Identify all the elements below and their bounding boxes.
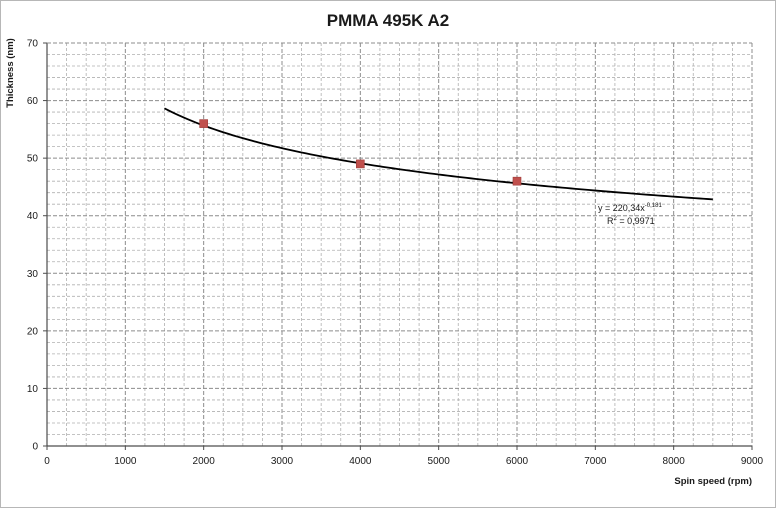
y-tick-label: 50: [27, 154, 39, 165]
equation-line: y = 220,34x-0,181: [598, 203, 662, 213]
x-tick-label: 6000: [506, 456, 529, 467]
x-axis-label: Spin speed (rpm): [674, 476, 752, 487]
x-tick-label: 9000: [741, 456, 764, 467]
grid-lines: [47, 43, 752, 446]
x-tick-label: 1000: [114, 456, 137, 467]
trendline: [164, 107, 713, 201]
y-tick-labels: 0 10 20 30 40 50 60 70: [27, 39, 47, 453]
data-points: [199, 119, 522, 186]
x-tick-label: 7000: [584, 456, 607, 467]
x-tick-label: 8000: [663, 456, 686, 467]
x-tick-label: 2000: [193, 456, 216, 467]
axes: [46, 42, 753, 447]
equation-exponent: -0,181: [645, 203, 663, 209]
y-tick-label: 10: [27, 384, 39, 395]
x-tick-label: 3000: [271, 456, 294, 467]
y-tick-label: 0: [32, 442, 38, 453]
y-tick-label: 40: [27, 211, 39, 222]
x-tick-label: 0: [44, 456, 50, 467]
data-point-marker: [356, 159, 365, 169]
r2-superscript: 2: [614, 216, 618, 222]
data-point-marker: [199, 119, 208, 128]
x-tick-labels: 0 1000 2000 3000 4000 5000 6000 7000 8000 9000: [44, 446, 764, 467]
equation-prefix: y = 220,34x: [598, 203, 645, 213]
y-tick-label: 20: [27, 326, 39, 337]
x-tick-label: 4000: [349, 456, 372, 467]
data-point-marker: [512, 176, 522, 186]
r2-prefix: R: [607, 216, 614, 226]
y-axis-label: Thickness (nm): [5, 38, 16, 108]
y-tick-label: 70: [27, 39, 39, 50]
r-squared-line: R2 = 0,9971: [607, 216, 655, 226]
y-tick-label: 60: [27, 96, 39, 107]
x-tick-label: 5000: [428, 456, 451, 467]
chart-title: PMMA 495K A2: [327, 11, 450, 30]
r2-value: = 0,9971: [617, 216, 655, 226]
trendline-equation: y = 220,34x-0,181 R2 = 0,9971: [598, 203, 662, 226]
y-tick-label: 30: [27, 269, 39, 280]
